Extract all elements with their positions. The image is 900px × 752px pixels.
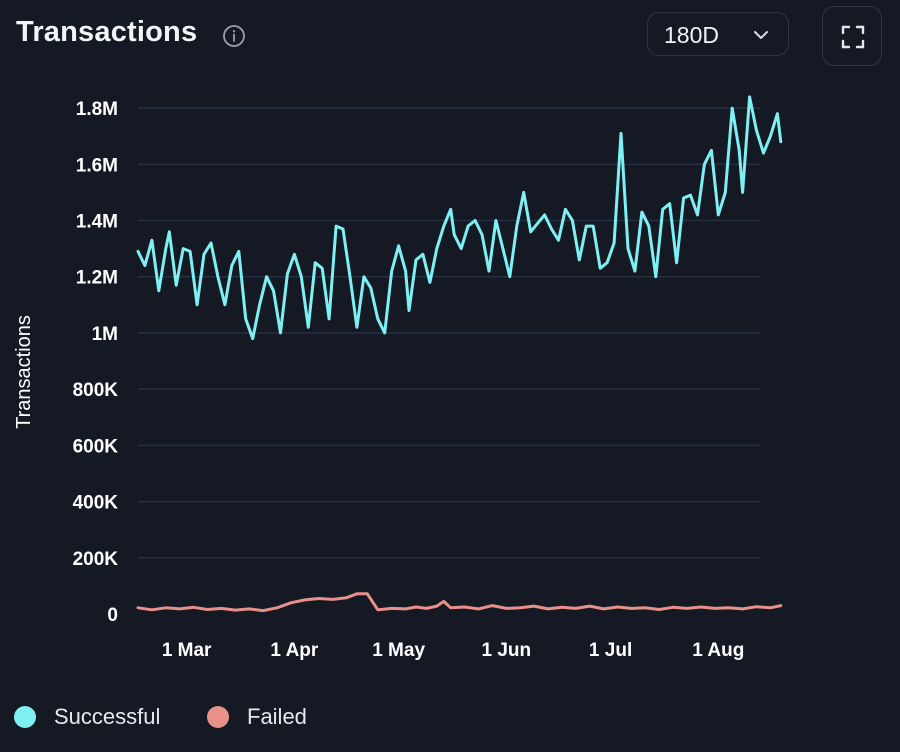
x-tick-label: 1 Jun — [482, 640, 532, 661]
y-tick-label: 1.2M — [76, 268, 118, 289]
range-select-value: 180D — [664, 22, 719, 48]
legend-dot-failed — [207, 706, 229, 728]
legend-label-failed: Failed — [247, 704, 307, 729]
y-axis-label: Transactions — [13, 315, 35, 429]
y-tick-label: 1.8M — [76, 99, 118, 120]
y-tick-label: 600K — [73, 436, 119, 457]
grid-lines — [138, 107, 760, 559]
x-tick-label: 1 May — [372, 640, 425, 661]
x-axis: 1 Mar 1 Apr 1 May 1 Jun 1 Jul 1 Aug — [162, 640, 745, 661]
legend-dot-successful — [14, 706, 36, 728]
series-line-successful[interactable] — [136, 95, 783, 341]
chart-title: Transactions — [16, 16, 198, 48]
y-tick-label: 800K — [73, 380, 119, 401]
fullscreen-icon — [841, 25, 865, 49]
chevron-down-icon — [754, 31, 768, 39]
x-tick-label: 1 Mar — [162, 640, 212, 661]
x-tick-label: 1 Apr — [270, 640, 318, 661]
series-line-failed[interactable] — [136, 592, 783, 613]
x-tick-label: 1 Aug — [692, 640, 744, 661]
y-axis: 0 200K 400K 600K 800K 1M 1.2M 1.4M 1.6M 1.8M — [73, 99, 119, 626]
y-tick-label: 1.6M — [76, 155, 118, 176]
y-tick-label: 0 — [107, 605, 118, 626]
info-icon[interactable] — [222, 24, 246, 48]
legend-label-successful: Successful — [54, 704, 161, 729]
series-lines — [136, 95, 783, 613]
y-tick-label: 200K — [73, 549, 119, 570]
transactions-chart: 0 200K 400K 600K 800K 1M 1.2M 1.4M 1.6M 1.8M 1 Ma… — [13, 95, 783, 661]
range-select[interactable]: 180D — [647, 12, 789, 56]
y-tick-label: 1M — [92, 324, 118, 345]
chart-header: Transactions 180D — [0, 0, 900, 70]
y-tick-label: 1.4M — [76, 212, 118, 233]
y-tick-label: 400K — [73, 493, 119, 514]
fullscreen-button[interactable] — [822, 6, 882, 66]
x-tick-label: 1 Jul — [589, 640, 632, 661]
